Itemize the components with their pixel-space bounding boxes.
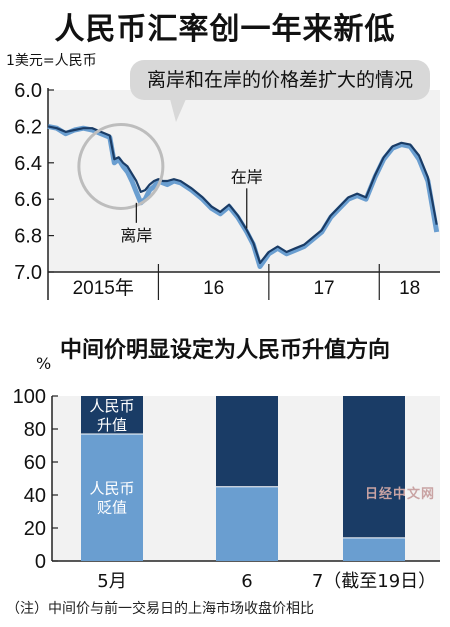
watermark: 日经中文网 xyxy=(365,487,436,502)
y-tick-label: 6.4 xyxy=(14,153,42,175)
x-tick-label: 16 xyxy=(203,278,224,299)
line-unit-label: 1美元=人民币 xyxy=(6,53,97,69)
bar-chart-title: 中间价明显设定为人民币升值方向 xyxy=(59,338,390,363)
bar-depreciation xyxy=(216,486,278,561)
inbar-label-appreciation: 人民币 xyxy=(89,397,134,415)
bar-unit-label: % xyxy=(36,354,52,373)
bar-appreciation xyxy=(81,396,143,434)
annotation-offshore: 离岸 xyxy=(120,226,152,245)
bar-y-tick-label: 40 xyxy=(24,485,46,507)
bar-y-tick-label: 60 xyxy=(24,452,46,474)
highlight-circle xyxy=(77,122,165,210)
y-tick-label: 6.6 xyxy=(14,189,42,211)
bar-appreciation xyxy=(216,396,278,487)
y-tick-label: 7.0 xyxy=(14,262,42,284)
x-tick-label: 18 xyxy=(399,278,420,299)
bar-category-label: 5月 xyxy=(97,571,126,592)
bar-appreciation xyxy=(343,396,405,538)
callout-pointer xyxy=(170,99,186,122)
bar-y-tick-label: 80 xyxy=(24,419,46,441)
x-tick-label: 17 xyxy=(313,278,334,299)
series-line-offshore xyxy=(47,123,440,269)
bar-y-tick-label: 0 xyxy=(35,551,46,573)
x-tick-label: 2015年 xyxy=(73,277,134,299)
chart-title: 人民币汇率创一年来新低 xyxy=(54,12,396,47)
y-tick-label: 6.2 xyxy=(14,116,42,138)
inbar-label-depreciation: 人民币 xyxy=(89,479,134,497)
bar-depreciation xyxy=(343,537,405,561)
bar-category-label: 7（截至19日） xyxy=(312,571,436,592)
inbar-label-appreciation: 升值 xyxy=(97,416,127,434)
annotation-onshore: 在岸 xyxy=(231,167,263,186)
bar-y-tick-label: 20 xyxy=(24,518,46,540)
bar-depreciation xyxy=(81,433,143,561)
footnote: （注）中间价与前一交易日的上海市场收盘价相比 xyxy=(6,601,314,617)
callout-box: 离岸和在岸的价格差扩大的情况 xyxy=(130,60,430,100)
bar-y-tick-label: 100 xyxy=(13,386,46,408)
y-tick-label: 6.8 xyxy=(14,226,42,248)
bar-category-label: 6 xyxy=(241,571,252,592)
y-tick-label: 6.0 xyxy=(14,80,42,102)
series-line-onshore xyxy=(47,125,438,264)
inbar-label-depreciation: 贬值 xyxy=(97,498,127,516)
